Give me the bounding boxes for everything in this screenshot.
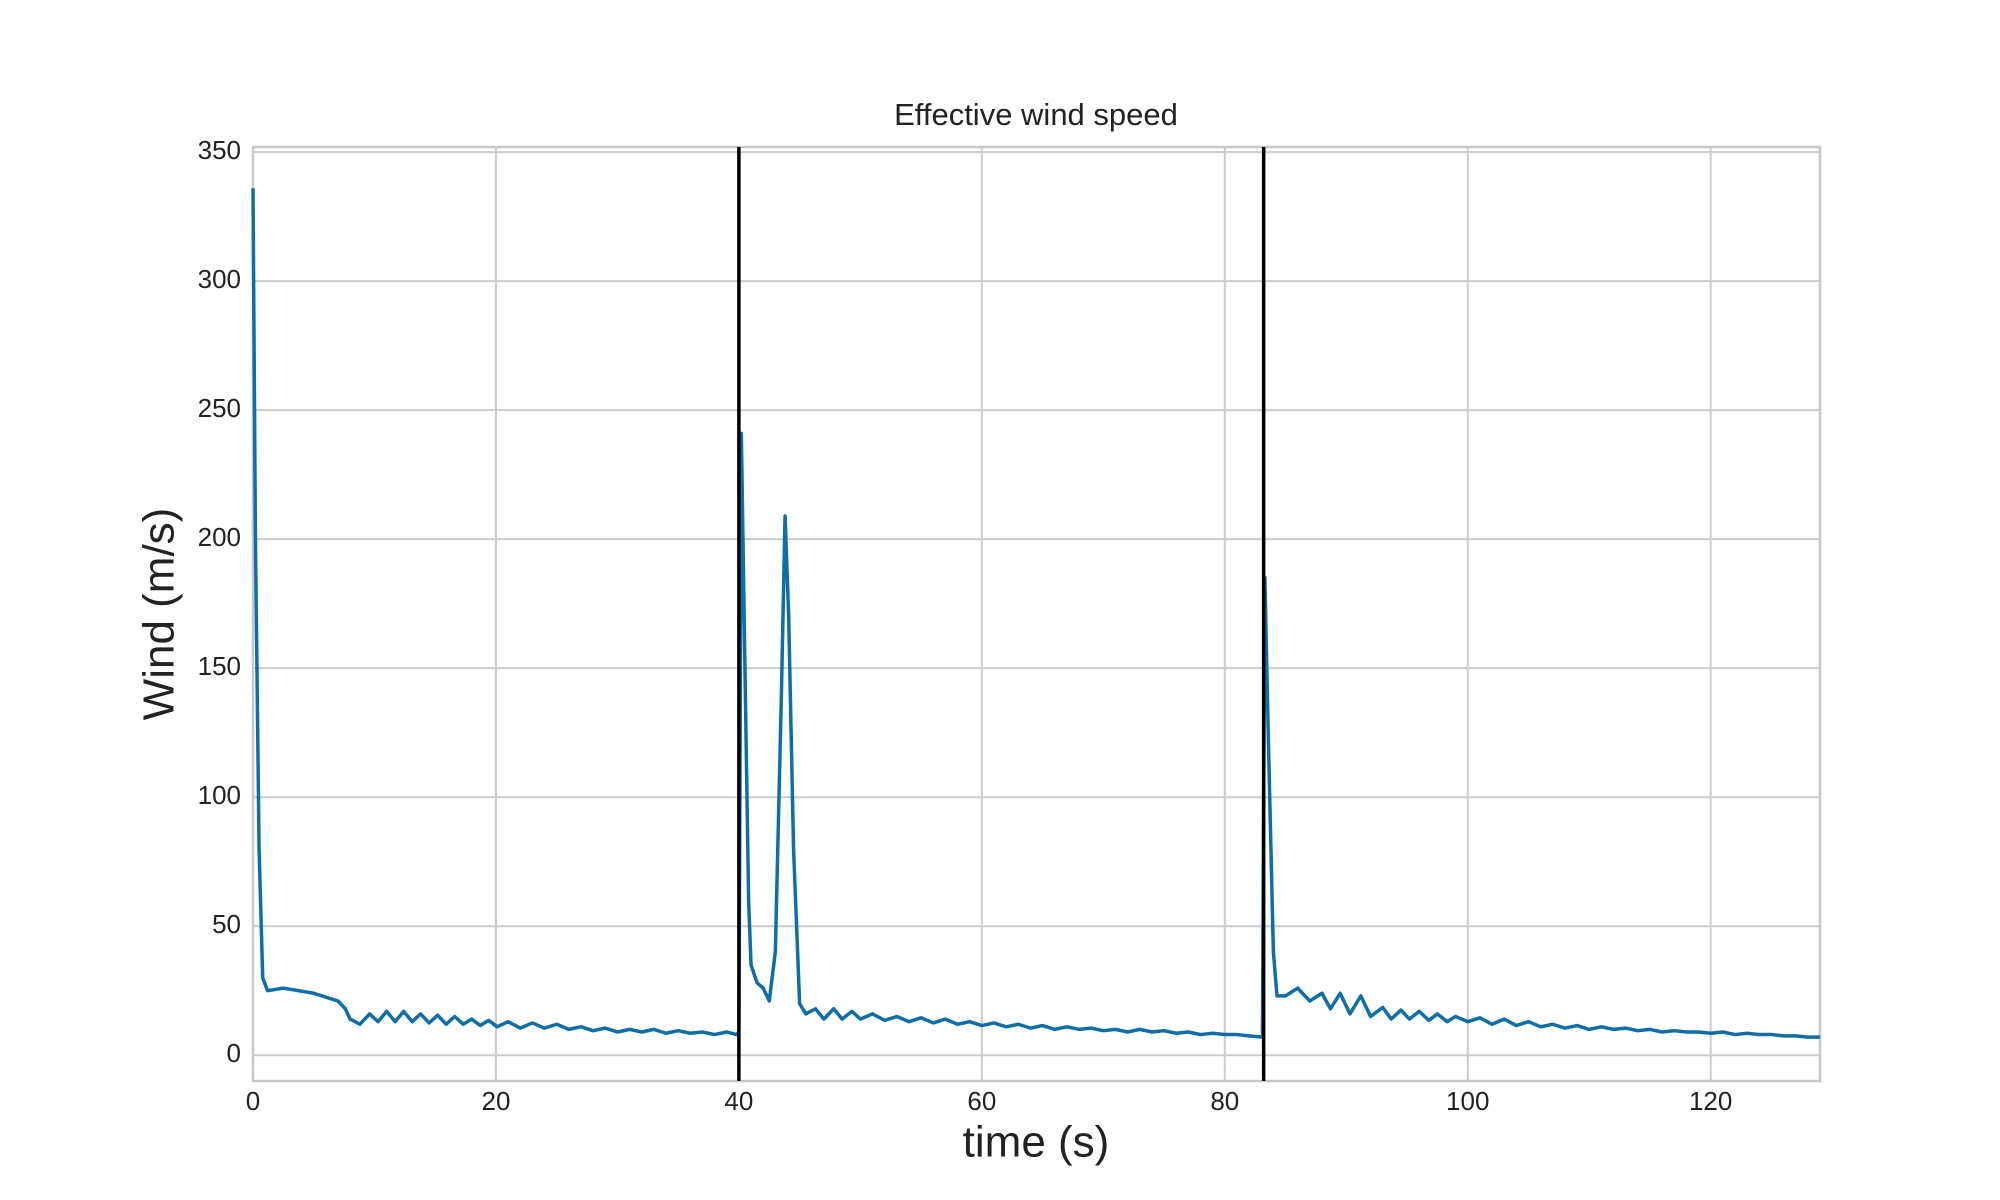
x-tick-label: 80 [1210, 1086, 1239, 1116]
x-tick-label: 60 [967, 1086, 996, 1116]
y-tick-label: 0 [227, 1038, 241, 1068]
chart-title: Effective wind speed [894, 97, 1178, 132]
y-tick-label: 350 [198, 135, 241, 165]
data-line [251, 188, 1820, 1039]
y-axis-label: Wind (m/s) [135, 508, 184, 721]
x-tick-label: 100 [1446, 1086, 1489, 1116]
x-tick-label: 20 [481, 1086, 510, 1116]
x-tick-label: 0 [246, 1086, 260, 1116]
x-axis-label: time (s) [963, 1118, 1110, 1167]
y-tick-label: 250 [198, 393, 241, 423]
y-tick-label: 300 [198, 264, 241, 294]
y-tick-label: 100 [198, 780, 241, 810]
y-tick-label: 200 [198, 522, 241, 552]
plot-frame [251, 145, 1822, 1083]
y-tick-label: 50 [212, 909, 241, 939]
x-tick-label: 40 [724, 1086, 753, 1116]
y-tick-label: 150 [198, 651, 241, 681]
x-tick-label: 120 [1689, 1086, 1732, 1116]
